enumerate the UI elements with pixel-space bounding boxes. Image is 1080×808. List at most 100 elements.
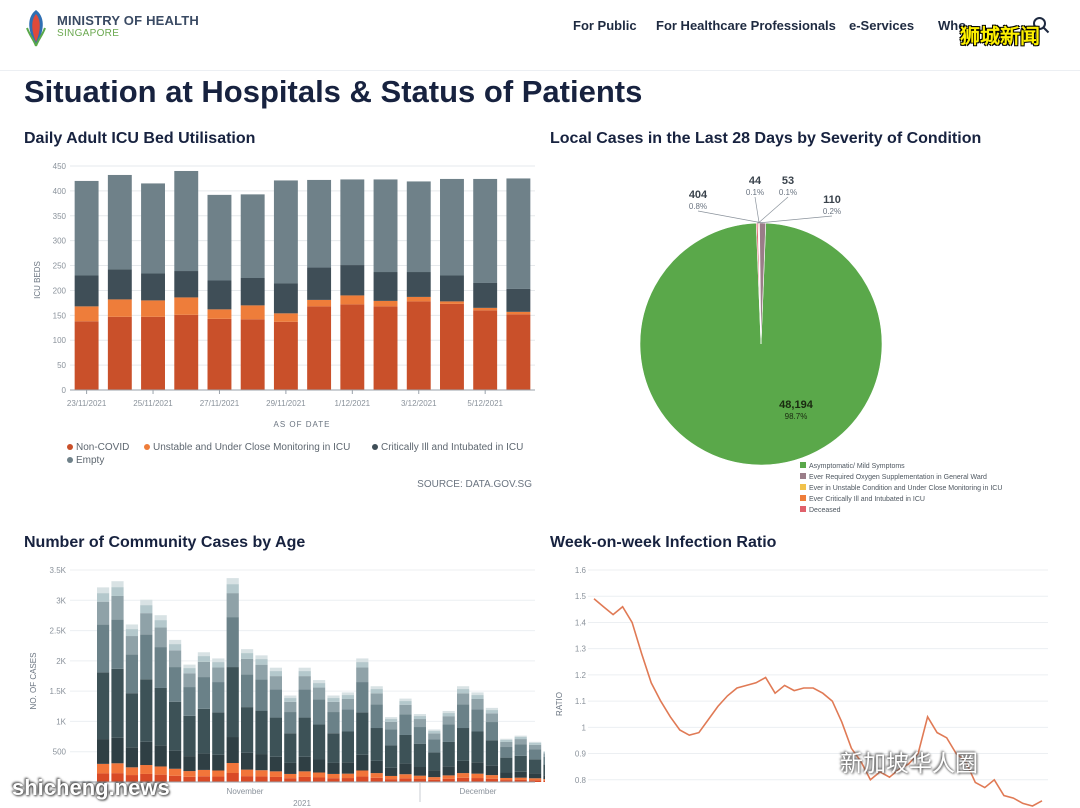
age-bar-segment	[485, 707, 498, 711]
age-bar-segment	[169, 667, 182, 702]
pie-legend-swatch	[800, 506, 806, 512]
age-bar-segment	[226, 763, 239, 774]
age-bar-segment	[154, 620, 167, 628]
ratio-y-tick: 1.5	[575, 592, 587, 601]
age-bar-segment	[97, 624, 110, 673]
age-bar-segment	[255, 710, 268, 755]
age-bar-segment	[241, 658, 254, 675]
age-bar-segment	[125, 693, 138, 748]
brand-name[interactable]: MINISTRY OF HEALTH	[57, 13, 200, 28]
age-y-tick: 3.5K	[50, 566, 67, 575]
ratio-y-tick: 1.4	[575, 618, 587, 627]
age-bar-segment	[442, 713, 455, 717]
age-bar-segment	[442, 724, 455, 742]
pie-pct-label: 0.1%	[779, 188, 797, 197]
icu-legend-swatch	[144, 444, 150, 450]
icu-bar-segment	[141, 183, 165, 274]
age-bar-segment	[327, 762, 340, 774]
age-bar-segment	[269, 689, 282, 718]
age-bar-segment	[514, 755, 527, 772]
pie-leader-line	[757, 215, 833, 224]
age-bar-segment	[500, 780, 513, 782]
nav-for-healthcare-professionals[interactable]: For Healthcare Professionals	[656, 18, 836, 33]
age-bar-segment	[485, 710, 498, 714]
age-bar-segment	[428, 733, 441, 740]
age-bar-segment	[370, 704, 383, 729]
icu-legend-swatch	[372, 444, 378, 450]
icu-bar-segment	[107, 269, 132, 300]
age-bar-segment	[183, 664, 196, 669]
age-bar-segment	[140, 634, 153, 680]
icu-bar-chart: 0 50 100 150 200 250 300 350 400 450 23/11/2021 25…	[33, 162, 535, 490]
age-bar-segment	[197, 656, 210, 662]
age-bar-segment	[226, 584, 239, 594]
age-bar-segment	[370, 760, 383, 774]
search-icon[interactable]	[1032, 16, 1050, 34]
age-bar-segment	[212, 754, 225, 771]
age-bar-segment	[413, 727, 426, 744]
age-bar-segment	[269, 771, 282, 777]
age-bar-segment	[385, 767, 398, 776]
age-bar-segment	[125, 767, 138, 776]
age-chart-title: Number of Community Cases by Age	[24, 534, 306, 551]
age-bar-segment	[313, 683, 326, 688]
age-bar-segment	[197, 652, 210, 657]
moh-logo-icon[interactable]	[22, 8, 50, 48]
age-bar-segment	[341, 773, 354, 779]
age-bar-segment	[284, 701, 297, 713]
age-bar-segment	[428, 729, 441, 732]
icu-bar-segment	[74, 275, 99, 307]
age-bar-segment	[471, 773, 484, 779]
icu-bar-segment	[273, 313, 298, 322]
age-bar-segment	[327, 701, 340, 713]
nav-who[interactable]: Who	[938, 18, 967, 33]
icu-legend-label: Unstable and Under Close Monitoring in I…	[153, 442, 350, 453]
icu-x-tick: 5/12/2021	[467, 399, 503, 408]
age-bar-segment	[385, 745, 398, 768]
age-bar-segment	[154, 687, 167, 746]
nav-for-public[interactable]: For Public	[573, 18, 637, 33]
age-y-tick: 500	[53, 748, 67, 757]
nav-e-services[interactable]: e-Services	[849, 18, 915, 33]
age-bar-segment	[399, 704, 412, 715]
age-bar-segment	[212, 712, 225, 755]
age-bar-segment	[529, 749, 542, 760]
icu-bar-segment	[506, 288, 531, 312]
age-bar-segment	[500, 747, 513, 758]
age-bar-segment	[269, 667, 282, 672]
ratio-y-tick: 0.8	[575, 776, 587, 785]
age-bar-segment	[457, 686, 470, 690]
age-bar-segment	[500, 738, 513, 741]
age-bar-segment	[111, 587, 124, 596]
age-bar-segment	[543, 752, 545, 754]
age-bar-segment	[399, 698, 412, 702]
age-bar-segment	[255, 655, 268, 660]
icu-bar-segment	[307, 267, 332, 300]
age-bar-segment	[241, 707, 254, 753]
pie-leader-line	[754, 196, 760, 224]
ratio-series-line	[593, 598, 1043, 807]
age-y-tick: 3K	[56, 596, 66, 605]
age-bar-segment	[140, 773, 153, 782]
age-bar-segment	[500, 777, 513, 781]
age-bar-segment	[284, 695, 297, 699]
ratio-y-tick: 1.3	[575, 645, 587, 654]
age-bar-segment	[298, 671, 311, 677]
age-bar-segment	[457, 777, 470, 782]
age-bar-segment	[111, 668, 124, 738]
age-bar-segment	[183, 715, 196, 757]
pie-pct-label: 98.7%	[785, 412, 808, 421]
age-bar-segment	[327, 712, 340, 734]
icu-bar-segment	[207, 194, 232, 281]
age-bar-segment	[111, 737, 124, 764]
age-bar-segment	[370, 693, 383, 705]
age-bar-segment	[543, 751, 545, 753]
age-bar-segment	[341, 709, 354, 732]
age-bar-segment	[284, 762, 297, 774]
age-bar-segment	[327, 695, 340, 699]
age-bar-segment	[471, 699, 484, 710]
age-bar-segment	[327, 773, 340, 779]
age-bar-segment	[399, 734, 412, 764]
icu-legend-swatch	[67, 444, 73, 450]
pie-value-label: 404	[689, 189, 708, 201]
